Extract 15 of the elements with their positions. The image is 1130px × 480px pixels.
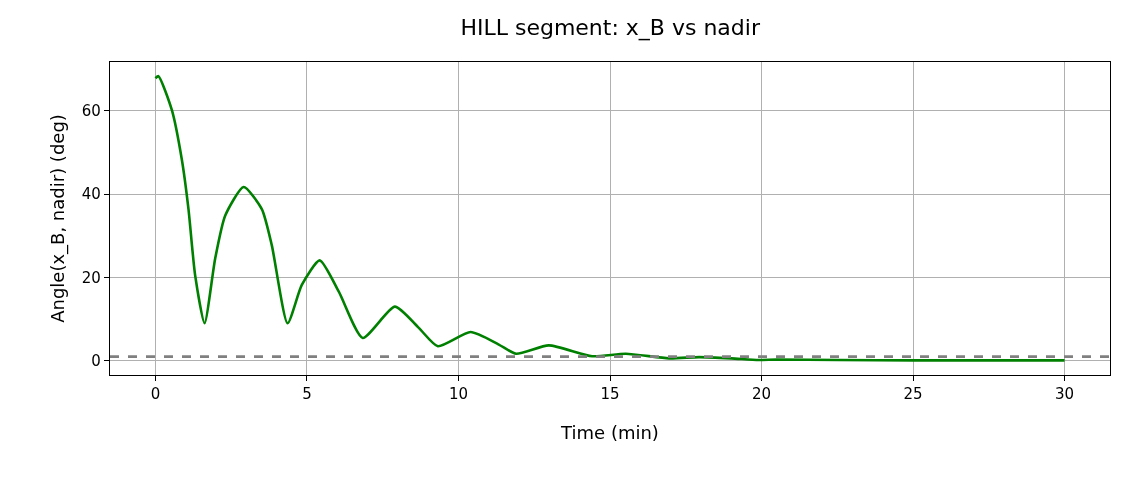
x-tick-label: 30 (1055, 385, 1075, 404)
x-tick-label: 0 (150, 385, 161, 404)
x-tick-label: 5 (302, 385, 312, 404)
y-axis-title: Angle(x_B, nadir) (deg) (46, 114, 69, 323)
chart-title: HILL segment: x_B vs nadir (460, 14, 761, 41)
y-tick-label: 60 (81, 102, 101, 121)
y-tick-label: 20 (81, 268, 101, 287)
x-tick-label: 10 (448, 385, 469, 404)
x-tick-label: 20 (751, 385, 772, 404)
x-tick-label: 15 (600, 385, 620, 404)
x-tick-label: 25 (903, 385, 923, 404)
y-tick-label: 0 (91, 352, 101, 371)
x-axis-title: Time (min) (560, 422, 659, 444)
line-series (154, 74, 1066, 362)
y-tick-label: 40 (81, 185, 101, 204)
